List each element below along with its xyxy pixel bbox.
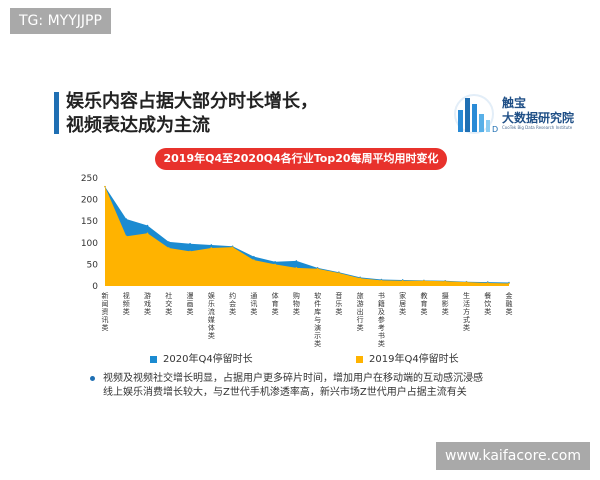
x-category-label: 旅游出行类 [357,291,364,332]
x-category-label: 餐饮类 [484,291,491,316]
data-point-2020 [125,218,128,220]
data-point-2020 [253,255,255,258]
x-category-label: 音乐类 [335,291,342,316]
legend-swatch-2020 [150,355,157,363]
x-category-label: 金融类 [506,291,513,316]
data-point-2019 [423,280,425,282]
data-point-2019 [125,235,128,238]
bullet-icon [90,375,95,381]
data-point-2019 [274,263,276,266]
notes-block: 视频及视频社交增长明显，占据用户更多碎片时间，增加用户在移动端的互动感沉浸感 线… [90,372,483,400]
data-point-2019 [189,250,191,253]
data-point-2020 [210,244,213,246]
x-category-label: 生活方式类 [463,291,470,332]
y-tick-label: 0 [92,282,98,292]
svg-text:D: D [492,125,498,134]
data-point-2019 [295,267,298,269]
data-point-2019 [380,279,383,282]
data-point-2019 [210,247,213,249]
x-category-label: 新闻资讯类 [102,291,109,332]
legend-swatch-2019 [356,355,363,363]
headline-accent-bar [54,92,59,134]
data-point-2019 [359,277,361,280]
headline-line-2: 视频表达成为主流 [66,115,210,136]
x-category-label: 视频类 [123,291,130,316]
watermark-top: TG: MYYJJPP [10,8,111,34]
data-point-2019 [316,267,319,270]
x-category-label: 书籍及参考书类 [378,291,385,348]
logo-bars-icon: D [454,94,498,134]
data-point-2020 [189,242,191,245]
data-point-2019 [486,282,489,284]
data-point-2019 [465,281,468,283]
data-point-2019 [167,247,170,249]
x-category-label: 家居类 [399,291,406,316]
y-tick-label: 50 [87,260,99,270]
chart-title-banner: 2019年Q4至2020Q4各行业Top20每周平均用时变化 [155,148,447,170]
x-category-label: 摄影类 [442,291,449,316]
page-headline: 娱乐内容占据大部分时长增长， 视频表达成为主流 [66,90,318,138]
x-category-label: 教育类 [420,291,427,316]
data-point-2019 [104,185,106,188]
data-point-2020 [295,260,298,262]
brand-logo: D 触宝 大数据研究院 CooTek Big Data Research Ins… [452,90,574,135]
data-point-2020 [146,224,149,227]
data-point-2019 [231,246,234,248]
logo-subtitle: CooTek Big Data Research Institute [502,125,573,130]
x-category-label: 通讯类 [250,291,257,316]
legend-item-2020: 2020年Q4停留时长 [150,350,253,365]
y-tick-label: 100 [81,239,98,249]
headline-line-1: 娱乐内容占据大部分时长增长， [66,91,318,112]
x-category-label: 娱乐流媒体类 [208,291,215,340]
data-point-2019 [146,232,149,235]
y-tick-label: 150 [81,217,98,227]
watermark-bottom: www.kaifacore.com [435,442,590,470]
x-category-label: 约会类 [229,291,236,316]
legend-label-2019: 2019年Q4停留时长 [369,354,459,365]
area-series-2019-q4 [105,186,509,286]
data-point-2019 [253,259,255,261]
data-point-2019 [338,272,340,274]
data-point-2019 [508,282,510,285]
x-category-label: 游戏类 [144,291,151,316]
logo-name-line-2: 大数据研究院 [502,111,575,125]
data-point-2019 [401,280,404,282]
x-category-label: 社交类 [165,291,172,316]
note-item: 视频及视频社交增长明显，占据用户更多碎片时间，增加用户在移动端的互动感沉浸感 [90,372,483,386]
logo-name-line-1: 触宝 [502,96,527,110]
data-point-2020 [274,261,276,263]
note-item: 线上娱乐消费增长较大，与Z世代手机渗透率高，新兴市场Z世代用户占据主流有关 [103,387,467,398]
y-tick-label: 200 [81,196,98,206]
data-point-2020 [167,241,170,243]
x-category-label: 体育类 [272,291,279,316]
legend-item-2019: 2019年Q4停留时长 [356,350,459,365]
x-category-label: 购物类 [293,291,300,316]
x-category-label: 漫画类 [187,291,194,316]
legend-label-2020: 2020年Q4停留时长 [163,354,253,365]
x-category-label: 软件库与演示类 [314,291,321,348]
y-tick-label: 250 [81,174,98,184]
data-point-2019 [444,280,447,283]
